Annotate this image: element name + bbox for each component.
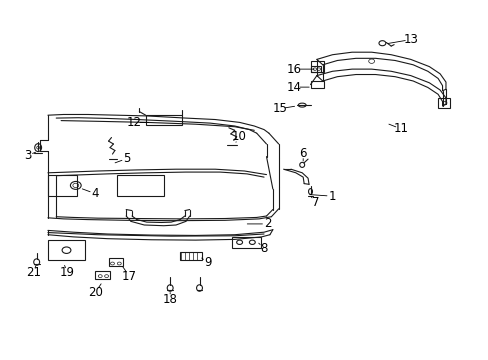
Text: 16: 16 bbox=[286, 63, 301, 76]
Text: 19: 19 bbox=[60, 266, 75, 279]
Text: 20: 20 bbox=[88, 286, 102, 299]
Text: 15: 15 bbox=[272, 102, 286, 115]
Text: 8: 8 bbox=[260, 242, 267, 255]
Text: 17: 17 bbox=[122, 270, 137, 283]
Text: 5: 5 bbox=[123, 152, 131, 165]
Bar bbox=[108, 258, 123, 266]
Text: 7: 7 bbox=[311, 196, 319, 209]
Text: 10: 10 bbox=[231, 130, 245, 143]
Bar bbox=[310, 61, 324, 72]
Text: 13: 13 bbox=[403, 33, 417, 46]
Text: 2: 2 bbox=[264, 217, 271, 230]
Text: 1: 1 bbox=[328, 190, 336, 203]
Bar bbox=[48, 175, 77, 196]
Text: 21: 21 bbox=[26, 266, 41, 279]
Bar bbox=[310, 66, 321, 72]
Bar bbox=[117, 175, 163, 196]
Text: 9: 9 bbox=[203, 256, 211, 269]
Bar bbox=[48, 240, 84, 260]
Text: 18: 18 bbox=[163, 293, 177, 306]
Bar bbox=[437, 98, 449, 108]
Text: 6: 6 bbox=[299, 147, 306, 159]
Text: 11: 11 bbox=[393, 122, 407, 135]
Text: 3: 3 bbox=[23, 149, 31, 162]
Text: 14: 14 bbox=[286, 81, 301, 94]
Bar bbox=[180, 252, 202, 260]
Text: 12: 12 bbox=[127, 116, 142, 129]
Bar bbox=[95, 271, 110, 279]
Text: 4: 4 bbox=[91, 187, 99, 200]
Bar bbox=[232, 237, 260, 248]
Bar bbox=[145, 115, 182, 125]
Bar bbox=[310, 81, 324, 88]
